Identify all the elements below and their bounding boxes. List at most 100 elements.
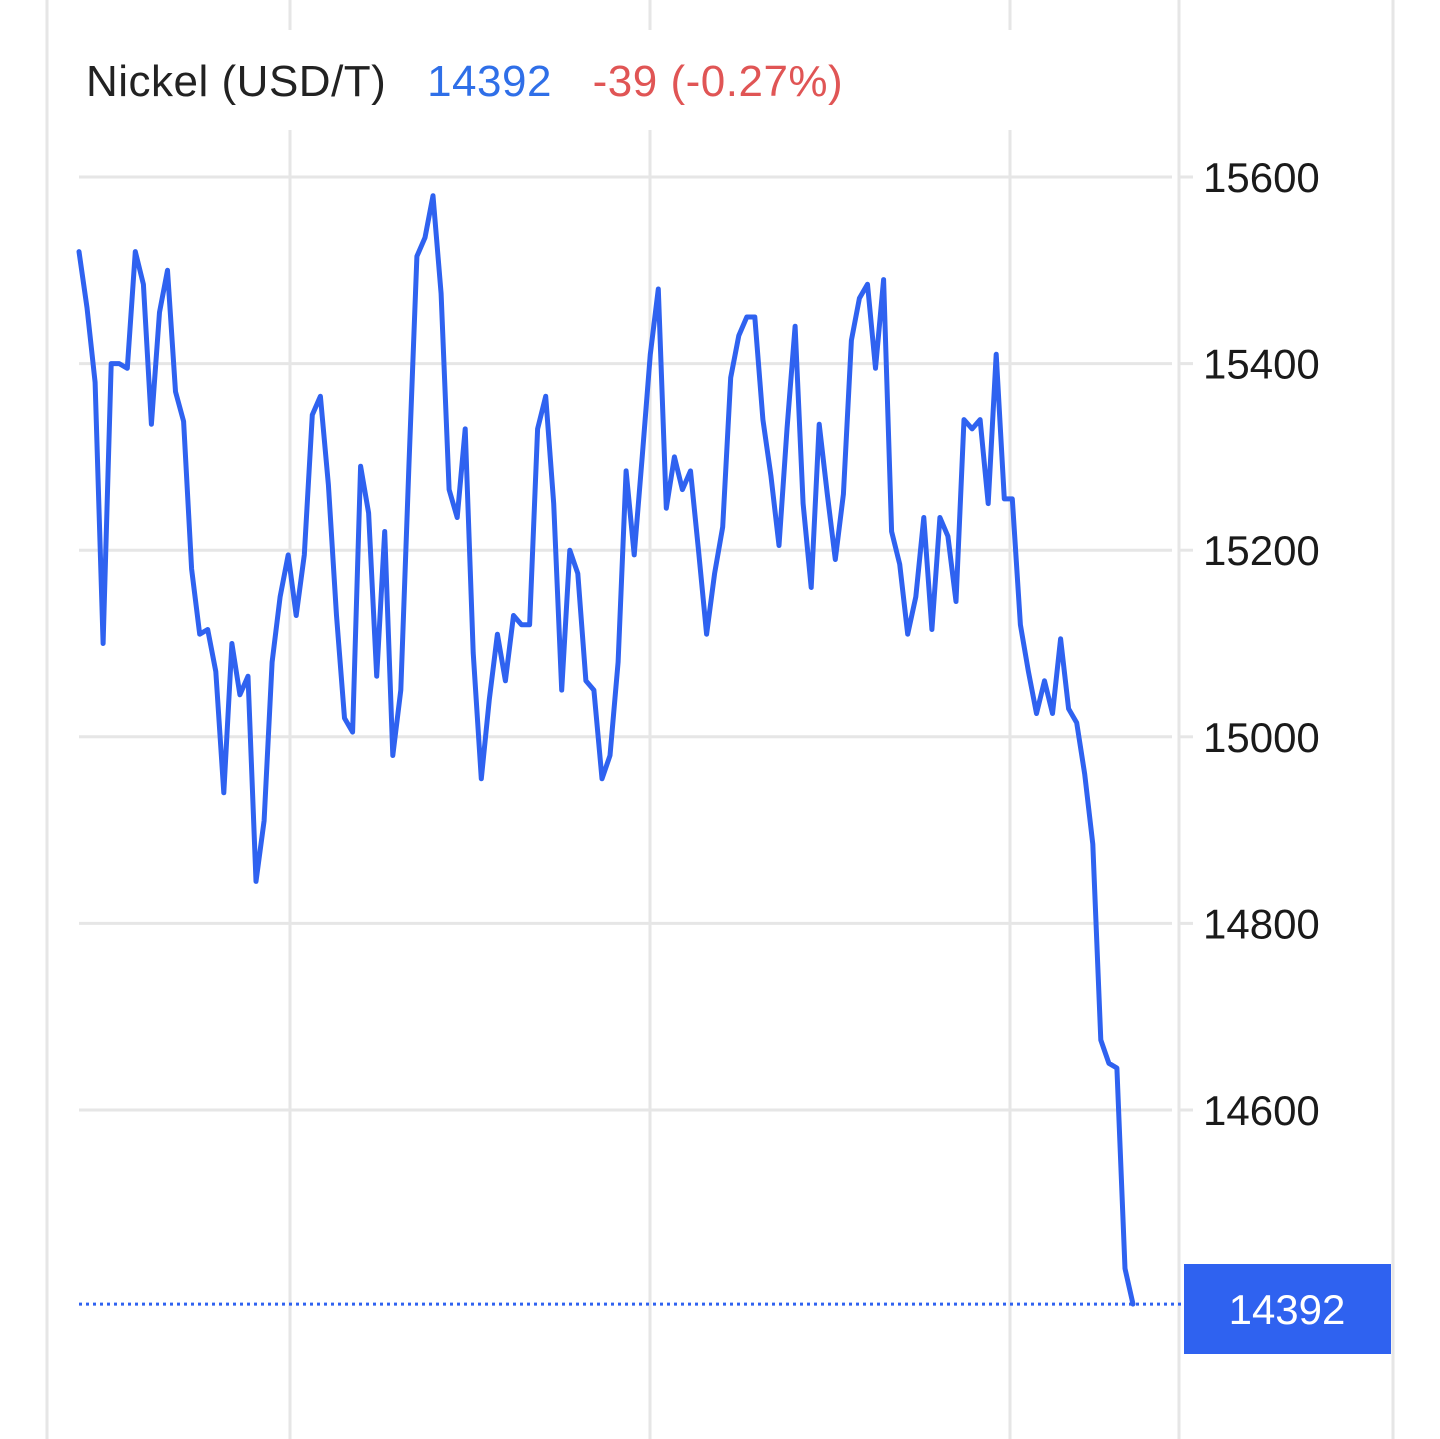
data-point [223,792,225,794]
data-point [1035,712,1038,715]
data-point [786,428,788,430]
data-point [931,628,933,631]
data-point [1124,1267,1126,1270]
data-point [641,456,643,458]
data-point [649,353,652,356]
data-point [271,661,273,663]
data-point [1027,670,1030,673]
data-point [383,530,386,533]
data-point [560,689,563,691]
horizontal-gridlines [79,175,1193,1112]
data-point [721,526,724,528]
data-point [947,535,949,537]
data-point [1019,624,1022,626]
data-point [818,423,820,426]
data-point [544,395,547,398]
y-tick-label: 15000 [1203,714,1320,761]
data-point [174,390,177,393]
data-point [673,456,676,458]
data-point [311,414,314,416]
data-point [842,493,845,496]
data-point [1075,722,1078,724]
data-point [1100,1039,1102,1041]
data-point [464,428,467,430]
y-tick-label: 15600 [1203,154,1320,201]
data-point [448,488,450,491]
data-point [898,563,901,565]
price-change: -39 (-0.27%) [592,57,844,106]
last-price-tag-label: 14392 [1229,1286,1346,1333]
data-point [432,194,434,197]
data-point [182,420,185,423]
data-point [850,339,853,342]
data-point [375,675,378,677]
data-point [1067,708,1070,710]
data-point [1051,712,1054,715]
data-point [834,558,837,561]
data-point [536,428,539,430]
data-point [520,624,523,626]
data-point [1003,498,1006,500]
data-point [295,614,298,617]
data-point [78,250,80,253]
last-price-tag: 14392 [1184,1264,1391,1354]
data-point [810,586,812,589]
last-price: 14392 [427,57,552,106]
data-point [971,428,973,430]
data-point [440,292,442,295]
data-point [488,698,491,701]
data-point [351,731,354,733]
y-tick-label: 14800 [1203,900,1320,947]
data-point [762,418,764,421]
data-point [512,614,515,617]
data-point [923,516,925,519]
data-point [279,596,281,598]
data-point [1083,773,1086,775]
data-point [319,395,322,398]
data-point [633,554,635,556]
y-tick-label: 14600 [1203,1087,1320,1134]
data-point [609,754,611,757]
data-point [1011,498,1014,500]
data-point [359,465,362,468]
data-point [367,512,370,514]
data-point [915,596,917,598]
series-line [76,193,1136,1307]
data-point [94,381,96,384]
data-point [689,470,692,472]
data-point [802,502,804,505]
y-axis-tick-labels: 15600 15400 15200 15000 14800 14600 [1203,154,1320,1134]
data-point [456,516,459,519]
data-point [746,316,748,318]
data-point [166,269,169,272]
data-point [890,530,893,533]
data-point [496,633,499,635]
data-point [705,633,708,635]
data-point [987,502,989,505]
data-point [1043,680,1046,682]
data-point [134,250,137,253]
data-point [697,549,700,551]
data-point [552,502,555,505]
data-point [738,334,740,337]
data-point [1092,843,1094,845]
data-point [335,614,338,617]
data-point [866,283,869,286]
data-point [343,717,346,719]
data-point [601,778,603,780]
data-point [995,353,997,356]
data-point [963,418,965,421]
data-point [1059,638,1062,640]
data-point [657,288,660,290]
data-point [665,507,668,510]
data-point [1116,1067,1118,1069]
data-point [882,278,885,281]
data-point [215,670,217,673]
data-point [778,544,780,547]
data-point [206,628,209,631]
data-point [858,297,861,300]
data-point [190,568,193,570]
data-point [247,675,249,677]
